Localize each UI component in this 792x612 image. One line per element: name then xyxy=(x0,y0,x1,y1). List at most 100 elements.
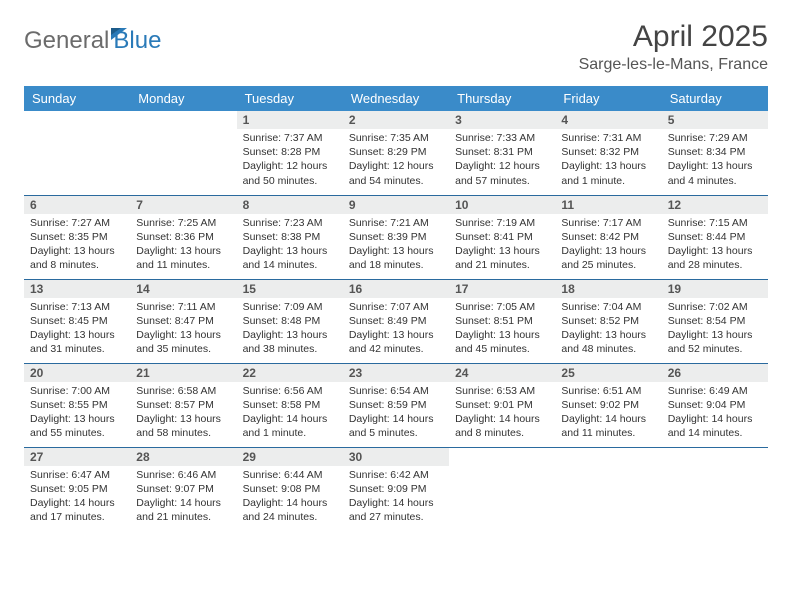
calendar-day-cell: 28Sunrise: 6:46 AMSunset: 9:07 PMDayligh… xyxy=(130,447,236,531)
sunset-text: Sunset: 9:02 PM xyxy=(561,398,655,412)
calendar-day-cell: 14 Sunrise: 7:11 AMSunset: 8:47 PMDayligh… xyxy=(130,279,236,363)
sunset-text: Sunset: 8:41 PM xyxy=(455,230,549,244)
sunset-text: Sunset: 8:39 PM xyxy=(349,230,443,244)
sunset-text: Sunset: 8:31 PM xyxy=(455,145,549,159)
calendar-day-cell: 21Sunrise: 6:58 AMSunset: 8:57 PMDayligh… xyxy=(130,363,236,447)
sunrise-text: Sunrise: 6:56 AM xyxy=(243,384,337,398)
day-number: 10 xyxy=(449,196,555,214)
day-number: 6 xyxy=(24,196,130,214)
day-number xyxy=(130,111,236,129)
calendar-table: SundayMondayTuesdayWednesdayThursdayFrid… xyxy=(24,86,768,531)
daylight-text: Daylight: 13 hours and 11 minutes. xyxy=(136,244,230,272)
day-detail: Sunrise: 7:35 AMSunset: 8:29 PMDaylight:… xyxy=(343,129,449,192)
sunrise-text: Sunrise: 7:00 AM xyxy=(30,384,124,398)
calendar-day-cell: 27Sunrise: 6:47 AMSunset: 9:05 PMDayligh… xyxy=(24,447,130,531)
day-detail: Sunrise: 7:19 AMSunset: 8:41 PMDaylight:… xyxy=(449,214,555,277)
calendar-week-row: 27Sunrise: 6:47 AMSunset: 9:05 PMDayligh… xyxy=(24,447,768,531)
month-title: April 2025 xyxy=(579,20,768,54)
day-number: 15 xyxy=(237,280,343,298)
day-number xyxy=(449,448,555,466)
sunrise-text: Sunrise: 7:29 AM xyxy=(668,131,762,145)
page-header: General Blue April 2025 Sarge-les-le-Man… xyxy=(24,20,768,74)
day-number: 19 xyxy=(662,280,768,298)
sunrise-text: Sunrise: 7:31 AM xyxy=(561,131,655,145)
sunset-text: Sunset: 8:35 PM xyxy=(30,230,124,244)
day-number: 1 xyxy=(237,111,343,129)
sunset-text: Sunset: 8:52 PM xyxy=(561,314,655,328)
sunset-text: Sunset: 8:38 PM xyxy=(243,230,337,244)
day-number: 14 xyxy=(130,280,236,298)
sunset-text: Sunset: 8:51 PM xyxy=(455,314,549,328)
day-number: 3 xyxy=(449,111,555,129)
sunset-text: Sunset: 8:28 PM xyxy=(243,145,337,159)
sunset-text: Sunset: 9:08 PM xyxy=(243,482,337,496)
day-detail: Sunrise: 6:54 AMSunset: 8:59 PMDaylight:… xyxy=(343,382,449,445)
daylight-text: Daylight: 13 hours and 25 minutes. xyxy=(561,244,655,272)
calendar-day-cell: 10Sunrise: 7:19 AMSunset: 8:41 PMDayligh… xyxy=(449,195,555,279)
day-number: 21 xyxy=(130,364,236,382)
sunrise-text: Sunrise: 7:35 AM xyxy=(349,131,443,145)
day-detail: Sunrise: 7:17 AMSunset: 8:42 PMDaylight:… xyxy=(555,214,661,277)
calendar-day-cell: 3Sunrise: 7:33 AMSunset: 8:31 PMDaylight… xyxy=(449,111,555,195)
day-number: 17 xyxy=(449,280,555,298)
calendar-day-cell: 19Sunrise: 7:02 AMSunset: 8:54 PMDayligh… xyxy=(662,279,768,363)
calendar-day-cell: 18Sunrise: 7:04 AMSunset: 8:52 PMDayligh… xyxy=(555,279,661,363)
sunset-text: Sunset: 8:32 PM xyxy=(561,145,655,159)
day-detail: Sunrise: 7:09 AMSunset: 8:48 PMDaylight:… xyxy=(237,298,343,361)
day-number: 16 xyxy=(343,280,449,298)
weekday-header: Sunday xyxy=(24,86,130,111)
sunset-text: Sunset: 9:01 PM xyxy=(455,398,549,412)
daylight-text: Daylight: 12 hours and 57 minutes. xyxy=(455,159,549,187)
day-number: 11 xyxy=(555,196,661,214)
day-detail: Sunrise: 6:42 AMSunset: 9:09 PMDaylight:… xyxy=(343,466,449,529)
daylight-text: Daylight: 14 hours and 14 minutes. xyxy=(668,412,762,440)
day-detail: Sunrise: 7:31 AMSunset: 8:32 PMDaylight:… xyxy=(555,129,661,192)
daylight-text: Daylight: 14 hours and 11 minutes. xyxy=(561,412,655,440)
daylight-text: Daylight: 13 hours and 21 minutes. xyxy=(455,244,549,272)
day-number: 23 xyxy=(343,364,449,382)
daylight-text: Daylight: 13 hours and 55 minutes. xyxy=(30,412,124,440)
sunset-text: Sunset: 8:47 PM xyxy=(136,314,230,328)
calendar-day-cell xyxy=(555,447,661,531)
day-detail: Sunrise: 7:29 AMSunset: 8:34 PMDaylight:… xyxy=(662,129,768,192)
day-detail: Sunrise: 7:37 AMSunset: 8:28 PMDaylight:… xyxy=(237,129,343,192)
sunrise-text: Sunrise: 7:02 AM xyxy=(668,300,762,314)
calendar-day-cell: 22Sunrise: 6:56 AMSunset: 8:58 PMDayligh… xyxy=(237,363,343,447)
sunrise-text: Sunrise: 6:44 AM xyxy=(243,468,337,482)
calendar-day-cell xyxy=(130,111,236,195)
day-number: 13 xyxy=(24,280,130,298)
day-detail: Sunrise: 6:49 AMSunset: 9:04 PMDaylight:… xyxy=(662,382,768,445)
calendar-day-cell: 15Sunrise: 7:09 AMSunset: 8:48 PMDayligh… xyxy=(237,279,343,363)
calendar-week-row: 13 Sunrise: 7:13 AMSunset: 8:45 PM Dayligh… xyxy=(24,279,768,363)
day-number: 18 xyxy=(555,280,661,298)
calendar-day-cell xyxy=(24,111,130,195)
weekday-header: Tuesday xyxy=(237,86,343,111)
sunrise-text: Sunrise: 7:37 AM xyxy=(243,131,337,145)
weekday-header: Monday xyxy=(130,86,236,111)
day-number xyxy=(662,448,768,466)
sunset-text: Sunset: 8:42 PM xyxy=(561,230,655,244)
calendar-day-cell: 5Sunrise: 7:29 AMSunset: 8:34 PMDaylight… xyxy=(662,111,768,195)
sunset-text: Sunset: 8:55 PM xyxy=(30,398,124,412)
logo: General Blue xyxy=(24,20,161,56)
calendar-week-row: 20Sunrise: 7:00 AMSunset: 8:55 PMDayligh… xyxy=(24,363,768,447)
sunset-text: Sunset: 8:45 PM xyxy=(30,314,124,328)
day-number: 4 xyxy=(555,111,661,129)
sunset-text: Sunset: 8:29 PM xyxy=(349,145,443,159)
sunrise-text: Sunrise: 7:11 AM xyxy=(136,300,230,314)
sunrise-text: Sunrise: 7:25 AM xyxy=(136,216,230,230)
sunrise-text: Sunrise: 7:13 AM xyxy=(30,300,124,314)
sunset-text: Sunset: 8:57 PM xyxy=(136,398,230,412)
day-detail: Sunrise: 7:33 AMSunset: 8:31 PMDaylight:… xyxy=(449,129,555,192)
calendar-week-row: 1Sunrise: 7:37 AMSunset: 8:28 PMDaylight… xyxy=(24,111,768,195)
day-number: 25 xyxy=(555,364,661,382)
calendar-day-cell: 9Sunrise: 7:21 AMSunset: 8:39 PMDaylight… xyxy=(343,195,449,279)
daylight-text: Daylight: 12 hours and 54 minutes. xyxy=(349,159,443,187)
weekday-header: Saturday xyxy=(662,86,768,111)
sunrise-text: Sunrise: 7:19 AM xyxy=(455,216,549,230)
sunset-text: Sunset: 8:59 PM xyxy=(349,398,443,412)
calendar-day-cell: 23Sunrise: 6:54 AMSunset: 8:59 PMDayligh… xyxy=(343,363,449,447)
daylight-text: Daylight: 13 hours and 35 minutes. xyxy=(136,328,230,356)
sunset-text: Sunset: 9:07 PM xyxy=(136,482,230,496)
day-number xyxy=(24,111,130,129)
